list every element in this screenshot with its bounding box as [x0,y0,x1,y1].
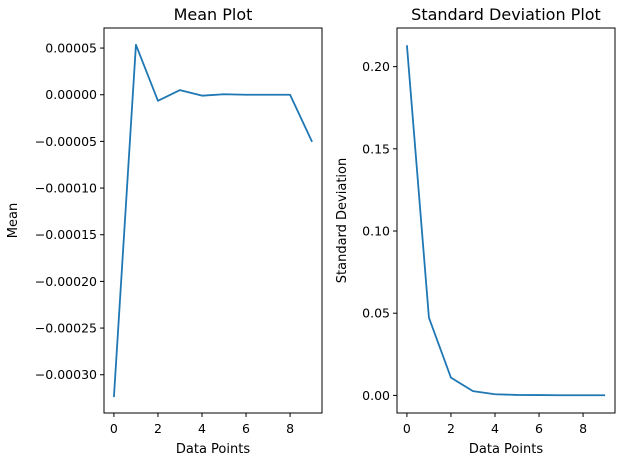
y-tick-label: −0.00020 [35,274,97,289]
series-line-0 [113,43,313,398]
y-tick-label: 0.15 [362,141,390,156]
x-tick-label: 2 [154,421,162,436]
y-tick-label: 0.00 [362,388,390,403]
plot-title: Standard Deviation Plot [411,5,601,24]
axes-frame [103,27,323,414]
x-tick-label: 8 [579,421,587,436]
x-axis-label: Data Points [469,442,543,457]
y-tick-label: −0.00030 [35,367,97,382]
x-tick-label: 0 [403,421,411,436]
x-tick-label: 6 [242,421,250,436]
y-tick-label: 0.00000 [45,87,97,102]
y-tick-label: −0.00005 [35,134,97,149]
x-axis-label: Data Points [176,442,250,457]
x-tick-label: 0 [110,421,118,436]
x-tick-label: 4 [198,421,206,436]
x-tick-label: 8 [286,421,294,436]
y-tick-label: 0.10 [362,224,390,239]
y-axis-label: Standard Deviation [335,158,350,283]
subplot-mean: 0 2 4 6 8 0.00005 0.00000 −0.00005 −0.00010 −0.00… [6,5,323,457]
plot-title: Mean Plot [174,5,253,24]
y-tick-label: −0.00025 [35,321,97,336]
y-tick-label: 0.05 [362,306,390,321]
series-line-0 [406,45,606,397]
y-tick-label: 0.20 [362,59,390,74]
y-axis-label: Mean [6,203,21,238]
x-tick-label: 2 [447,421,455,436]
x-tick-label: 4 [491,421,499,436]
y-tick-label: −0.00015 [35,227,97,242]
y-tick-label: 0.00005 [45,41,97,56]
subplot-std: 0 2 4 6 8 0.00 0.05 0.10 0.15 0.20 Standard Deviat… [335,5,616,457]
axes-frame [396,27,616,414]
x-tick-label: 6 [535,421,543,436]
y-tick-label: −0.00010 [35,181,97,196]
